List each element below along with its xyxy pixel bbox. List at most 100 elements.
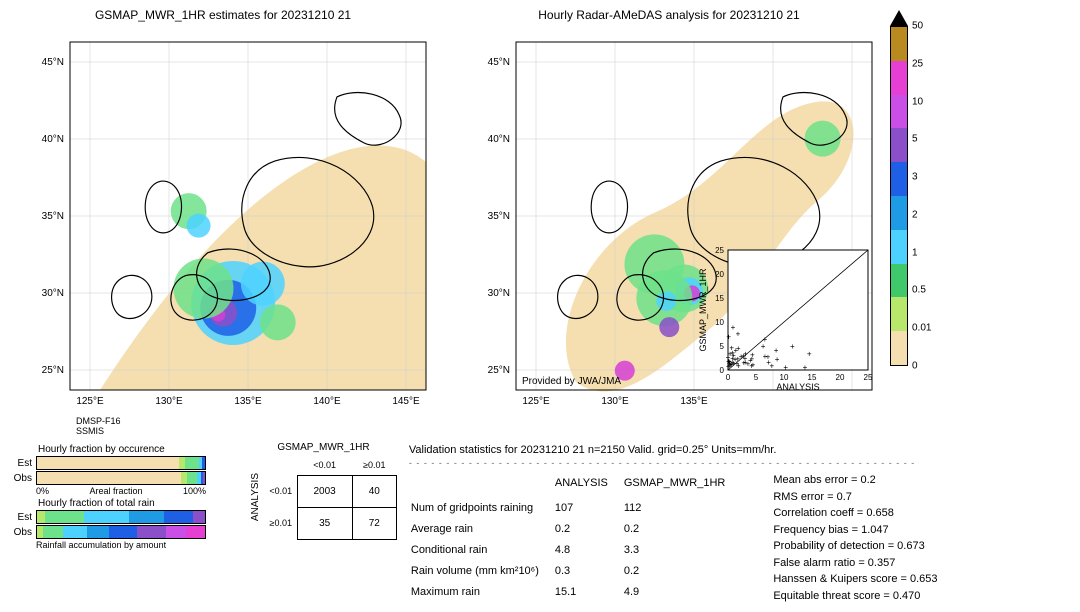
svg-text:+: + (735, 359, 740, 368)
stats-left-table: ANALYSISGSMAP_MWR_1HRNum of gridpoints r… (409, 472, 741, 604)
stats-cell: 0.2 (555, 519, 622, 538)
svg-text:GSMAP_MWR_1HR: GSMAP_MWR_1HR (698, 268, 708, 352)
fraction-row: Est (8, 510, 238, 524)
colorbar-tick: 10 (912, 96, 923, 107)
stats-metric: Mean abs error = 0.2 (773, 472, 937, 489)
svg-text:+: + (783, 363, 788, 372)
satellite-line2: SSMIS (76, 426, 438, 436)
svg-text:25: 25 (715, 246, 724, 255)
svg-text:+: + (743, 350, 748, 359)
stats-metric: Hanssen & Kuipers score = 0.653 (773, 571, 937, 588)
colorbar-tick: 2 (912, 209, 918, 220)
main-maps-row: GSMAP_MWR_1HR estimates for 20231210 21 … (8, 8, 1072, 436)
svg-text:+: + (766, 358, 771, 367)
svg-text:20: 20 (836, 373, 845, 382)
colorbar-tick: 5 (912, 134, 918, 145)
svg-text:45°N: 45°N (42, 57, 64, 68)
stats-divider: - - - - - - - - - - - - - - - - - - - - … (409, 457, 938, 471)
stats-cell: 112 (624, 498, 739, 517)
svg-text:+: + (775, 355, 780, 364)
contingency-cell: 2003 (297, 475, 352, 507)
stats-cell: Conditional rain (411, 541, 553, 560)
right-map-title: Hourly Radar-AMeDAS analysis for 2023121… (454, 8, 884, 22)
svg-text:Provided by JWA/JMA: Provided by JWA/JMA (522, 376, 621, 387)
svg-text:5: 5 (720, 342, 725, 351)
colorbar: 50251053210.50.010 (890, 8, 950, 388)
svg-text:+: + (774, 346, 779, 355)
stats-cell: Maximum rain (411, 583, 553, 602)
left-map: 45°N40°N35°N30°N25°N125°E130°E135°E140°E… (8, 26, 438, 416)
axis-label: Areal fraction (89, 486, 142, 496)
stats-block: Validation statistics for 20231210 21 n=… (409, 442, 938, 604)
svg-text:145°E: 145°E (392, 396, 420, 407)
stats-metric: Probability of detection = 0.673 (773, 538, 937, 555)
svg-text:+: + (807, 349, 812, 358)
svg-text:35°N: 35°N (42, 211, 64, 222)
stats-cell: 4.8 (555, 541, 622, 560)
svg-text:45°N: 45°N (488, 57, 510, 68)
svg-text:40°N: 40°N (488, 134, 510, 145)
stats-cell: 4.9 (624, 583, 739, 602)
stats-metric: False alarm ratio = 0.357 (773, 555, 937, 572)
svg-text:130°E: 130°E (155, 396, 183, 407)
right-map: 45°N40°N35°N30°N25°N125°E130°E135°EProvi… (454, 26, 884, 416)
contingency-cell: 40 (352, 475, 396, 507)
svg-text:+: + (790, 342, 795, 351)
svg-text:125°E: 125°E (76, 396, 104, 407)
stats-cell: 15.1 (555, 583, 622, 602)
svg-text:5: 5 (754, 373, 759, 382)
bottom-row: Hourly fraction by occurence EstObs 0% A… (8, 442, 1072, 604)
svg-text:35°N: 35°N (488, 211, 510, 222)
right-map-block: Hourly Radar-AMeDAS analysis for 2023121… (454, 8, 884, 436)
svg-text:135°E: 135°E (680, 396, 708, 407)
svg-text:25: 25 (864, 373, 873, 382)
svg-text:+: + (748, 356, 753, 365)
satellite-line1: DMSP-F16 (76, 416, 438, 426)
svg-text:10: 10 (780, 373, 789, 382)
stats-metric: Correlation coeff = 0.658 (773, 505, 937, 522)
svg-text:ANALYSIS: ANALYSIS (776, 382, 819, 392)
axis-tick-100: 100% (183, 486, 206, 496)
stats-cell: 3.3 (624, 541, 739, 560)
fraction-tot-title: Hourly fraction of total rain (38, 498, 238, 509)
svg-text:20: 20 (715, 270, 724, 279)
svg-text:+: + (736, 329, 741, 338)
svg-text:15: 15 (715, 294, 724, 303)
colorbar-tick: 3 (912, 172, 918, 183)
contingency-table: GSMAP_MWR_1HR ANALYSIS <0.01≥0.01<0.0120… (250, 442, 397, 540)
stats-cell: Average rain (411, 519, 553, 538)
colorbar-tick: 0 (912, 361, 918, 372)
svg-text:25°N: 25°N (488, 365, 510, 376)
svg-text:+: + (761, 342, 766, 351)
stats-right-list: Mean abs error = 0.2RMS error = 0.7Corre… (773, 472, 937, 604)
fraction-row: Obs (8, 525, 238, 539)
contingency-row-header: ANALYSIS (250, 473, 261, 521)
svg-text:30°N: 30°N (42, 288, 64, 299)
left-map-title: GSMAP_MWR_1HR estimates for 20231210 21 (8, 8, 438, 22)
colorbar-overflow-arrow (890, 10, 908, 26)
svg-text:+: + (726, 357, 731, 366)
stats-cell: 0.3 (555, 562, 622, 581)
svg-text:+: + (743, 358, 748, 367)
stats-metric: Equitable threat score = 0.470 (773, 588, 937, 605)
contingency-cell: 72 (352, 507, 396, 539)
fraction-caption: Rainfall accumulation by amount (36, 540, 238, 550)
fraction-row: Est (8, 456, 238, 470)
colorbar-tick: 0.01 (912, 323, 931, 334)
svg-text:125°E: 125°E (522, 396, 550, 407)
svg-text:+: + (726, 332, 731, 341)
stats-cell: 0.2 (624, 562, 739, 581)
contingency-cell: 35 (297, 507, 352, 539)
fraction-occ-title: Hourly fraction by occurence (38, 444, 238, 455)
svg-text:10: 10 (715, 318, 724, 327)
contingency-col-header: GSMAP_MWR_1HR (250, 442, 397, 453)
svg-text:140°E: 140°E (313, 396, 341, 407)
svg-text:0: 0 (726, 373, 731, 382)
fraction-row: Obs (8, 471, 238, 485)
svg-text:30°N: 30°N (488, 288, 510, 299)
colorbar-tick: 50 (912, 21, 923, 32)
colorbar-strip (890, 26, 908, 366)
colorbar-tick: 1 (912, 247, 918, 258)
stats-cell: 107 (555, 498, 622, 517)
svg-text:40°N: 40°N (42, 134, 64, 145)
